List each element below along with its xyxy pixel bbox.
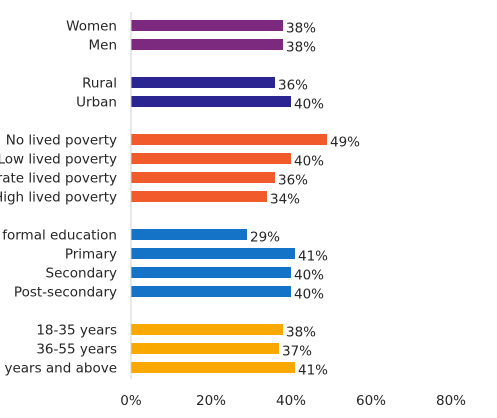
bar	[131, 20, 283, 31]
bars-layer: Women 38% Men 38% Rural 36% Urban 40% No lived p…	[0, 19, 360, 379]
data-label: 36%	[278, 173, 308, 189]
bar	[131, 134, 327, 145]
bar	[131, 248, 295, 259]
bar	[131, 191, 267, 202]
category-label: High lived poverty	[0, 190, 117, 206]
bar	[131, 96, 291, 107]
bar	[131, 324, 283, 335]
data-label: 40%	[294, 287, 324, 303]
data-label: 41%	[298, 249, 328, 265]
data-label: 37%	[282, 344, 312, 360]
data-label: 40%	[294, 97, 324, 113]
data-label: 40%	[294, 268, 324, 284]
bar	[131, 362, 295, 373]
data-label: 34%	[270, 192, 300, 208]
bar	[131, 267, 291, 278]
category-label: Secondary	[46, 266, 118, 282]
bar	[131, 343, 279, 354]
data-label: 38%	[286, 21, 316, 37]
bar	[131, 153, 291, 164]
x-tick-label: 60%	[356, 393, 386, 409]
x-tick-label: 80%	[436, 393, 466, 409]
category-label: Urban	[76, 95, 117, 111]
bar	[131, 172, 275, 183]
category-label: Men	[88, 38, 117, 54]
bar	[131, 77, 275, 88]
category-label: 18-35 years	[36, 323, 117, 339]
x-tick-label: 40%	[276, 393, 306, 409]
x-tick-label: 20%	[196, 393, 226, 409]
data-label: 38%	[286, 325, 316, 341]
bar	[131, 39, 283, 50]
bar	[131, 229, 247, 240]
data-label: 38%	[286, 40, 316, 56]
category-label: Moderate lived poverty	[0, 171, 117, 187]
x-axis-ticks: 0% 20% 40% 60% 80%	[120, 393, 466, 409]
category-label: No lived poverty	[6, 133, 117, 149]
category-label: Low lived poverty	[0, 152, 117, 168]
category-label: Post-secondary	[14, 285, 117, 301]
data-label: 29%	[250, 230, 280, 246]
data-label: 36%	[278, 78, 308, 94]
data-label: 41%	[298, 363, 328, 379]
category-label: Primary	[65, 247, 117, 263]
bar	[131, 286, 291, 297]
category-label: Rural	[82, 76, 117, 92]
data-label: 49%	[330, 135, 360, 151]
data-label: 40%	[294, 154, 324, 170]
category-label: Women	[66, 19, 117, 35]
category-label: 36-55 years	[36, 342, 117, 358]
category-label: No formal education	[0, 228, 117, 244]
category-label: 56 years and above	[0, 361, 117, 377]
x-tick-label: 0%	[120, 393, 142, 409]
